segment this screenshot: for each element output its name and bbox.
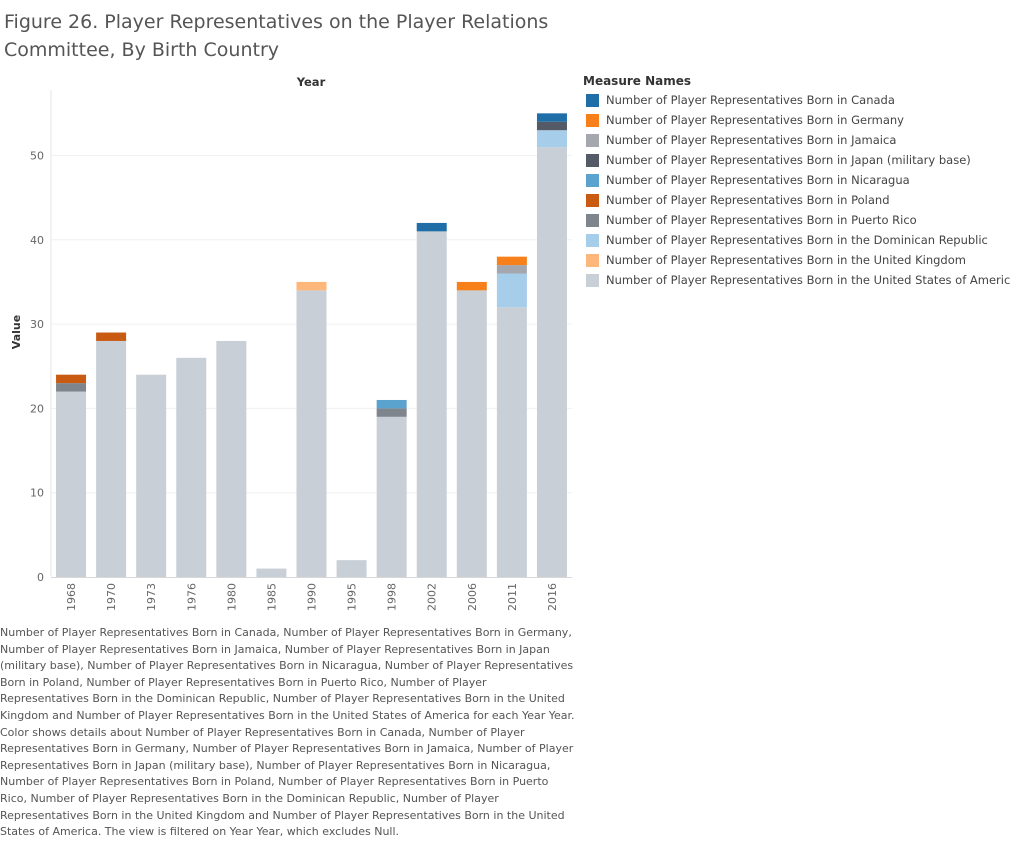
y-tick-label: 40	[30, 234, 44, 247]
bar-segment	[416, 222, 447, 232]
y-tick-label: 0	[37, 571, 44, 584]
legend-label: Number of Player Representatives Born in…	[606, 113, 904, 127]
legend-item[interactable]: Number of Player Representatives Born in…	[583, 210, 1011, 230]
x-tick-label: 2016	[546, 583, 559, 611]
bar-segment	[296, 290, 327, 577]
legend-item[interactable]: Number of Player Representatives Born in…	[583, 90, 1011, 110]
legend-label: Number of Player Representatives Born in…	[606, 273, 1011, 287]
y-tick-label: 10	[30, 487, 44, 500]
y-tick-label: 50	[30, 150, 44, 163]
bar-segment	[496, 307, 527, 577]
legend-swatch	[586, 153, 599, 167]
legend-swatch	[586, 233, 599, 247]
legend-item[interactable]: Number of Player Representatives Born in…	[583, 150, 1011, 170]
bar-segment	[456, 290, 487, 577]
x-tick-label: 1970	[105, 583, 118, 611]
bar-segment	[296, 281, 327, 291]
legend-item[interactable]: Number of Player Representatives Born in…	[583, 230, 1011, 250]
legend-swatch	[586, 173, 599, 187]
legend-swatch	[586, 93, 599, 107]
bar-segment	[416, 231, 447, 577]
x-tick-label: 1998	[386, 583, 399, 611]
legend-item[interactable]: Number of Player Representatives Born in…	[583, 190, 1011, 210]
y-tick-label: 30	[30, 318, 44, 331]
chart-caption: Number of Player Representatives Born in…	[0, 626, 575, 839]
bar-segment	[176, 357, 207, 577]
bar-segment	[56, 391, 87, 577]
bar-segment	[536, 121, 567, 131]
legend-item[interactable]: Number of Player Representatives Born in…	[583, 130, 1011, 150]
legend-label: Number of Player Representatives Born in…	[606, 133, 897, 147]
legend-swatch	[586, 213, 599, 227]
legend-label: Number of Player Representatives Born in…	[606, 233, 988, 247]
legend-items: Number of Player Representatives Born in…	[583, 90, 1011, 290]
bar-segment	[536, 113, 567, 122]
legend-item[interactable]: Number of Player Representatives Born in…	[583, 170, 1011, 190]
bar-segment	[496, 265, 527, 274]
bar-segment	[376, 399, 407, 409]
legend-label: Number of Player Representatives Born in…	[606, 153, 971, 167]
legend-label: Number of Player Representatives Born in…	[606, 173, 910, 187]
legend-label: Number of Player Representatives Born in…	[606, 253, 966, 267]
legend-label: Number of Player Representatives Born in…	[606, 93, 895, 107]
bar-segment	[216, 340, 247, 577]
bar-segment	[536, 130, 567, 148]
legend-swatch	[586, 193, 599, 207]
legend-item[interactable]: Number of Player Representatives Born in…	[583, 270, 1011, 290]
bars	[56, 113, 567, 577]
x-axis-title: Year	[296, 75, 326, 89]
legend-item[interactable]: Number of Player Representatives Born in…	[583, 110, 1011, 130]
y-axis-title: Value	[10, 315, 23, 349]
legend-swatch	[586, 253, 599, 267]
bar-segment	[496, 256, 527, 266]
bar-segment	[96, 332, 127, 341]
bar-segment	[136, 374, 167, 577]
legend-swatch	[586, 273, 599, 287]
bar-segment	[56, 374, 87, 384]
legend: Measure Names Number of Player Represent…	[583, 74, 1011, 290]
x-tick-label: 1985	[265, 583, 278, 611]
legend-label: Number of Player Representatives Born in…	[606, 213, 917, 227]
bar-segment	[496, 273, 527, 308]
legend-label: Number of Player Representatives Born in…	[606, 193, 890, 207]
x-tick-label: 1976	[185, 583, 198, 611]
bar-segment	[336, 560, 367, 577]
legend-item[interactable]: Number of Player Representatives Born in…	[583, 250, 1011, 270]
x-tick-label: 1973	[145, 583, 158, 611]
y-axis-ticks: 0 10 20 30 40 50	[30, 150, 44, 585]
x-tick-label: 1995	[346, 583, 359, 611]
x-tick-label: 2011	[506, 583, 519, 611]
bar-segment	[456, 281, 487, 291]
legend-title: Measure Names	[583, 74, 692, 88]
bar-segment	[536, 147, 567, 577]
x-tick-label: 1990	[306, 583, 319, 611]
x-tick-label: 1980	[225, 583, 238, 611]
x-axis-ticks: 1968 1970 1973 1976 1980 1985 1990 1995 1998 2002…	[65, 583, 559, 611]
x-tick-label: 1968	[65, 583, 78, 611]
x-tick-label: 2006	[466, 583, 479, 611]
bar-segment	[256, 568, 287, 577]
y-tick-label: 20	[30, 402, 44, 415]
chart-title: Figure 26. Player Representatives on the…	[4, 11, 549, 61]
legend-swatch	[586, 113, 599, 127]
bar-segment	[96, 340, 127, 577]
bar-segment	[376, 408, 407, 417]
bar-segment	[56, 383, 87, 392]
bar-segment	[376, 416, 407, 577]
legend-swatch	[586, 133, 599, 147]
x-tick-label: 2002	[426, 583, 439, 611]
